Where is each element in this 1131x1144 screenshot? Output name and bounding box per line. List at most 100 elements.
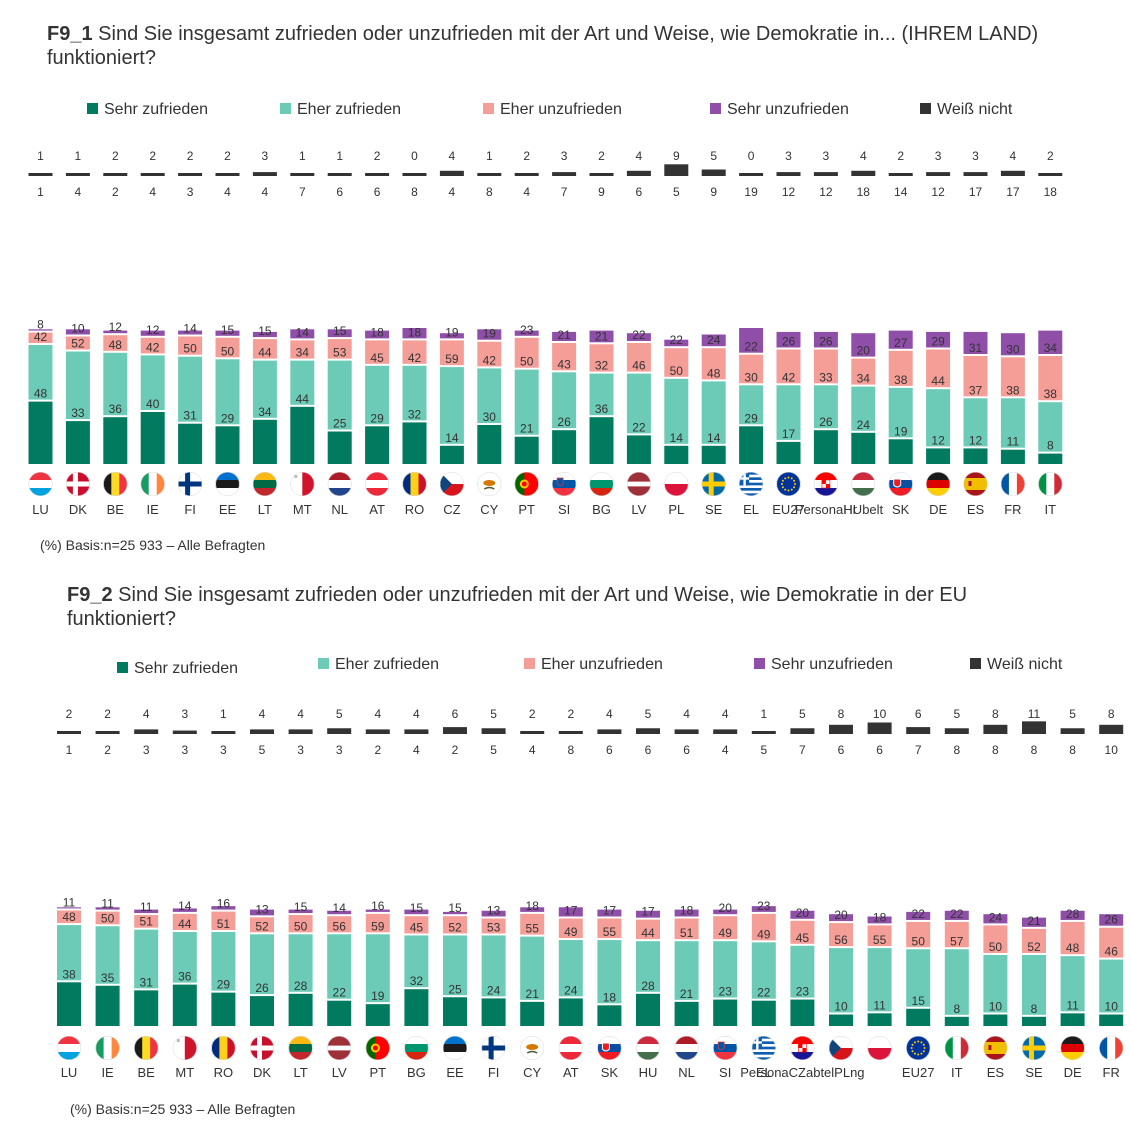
chart2-title: F9_2 Sind Sie insgesamt zufrieden oder u…	[67, 583, 1007, 631]
value-label-eher-unzufrieden: 22	[950, 907, 964, 921]
bar-ee: 29 50 15 4 2	[215, 149, 240, 464]
value-label-eher-unzufrieden: 18	[680, 904, 694, 918]
value-label-weiss-nicht: 8	[1108, 707, 1115, 721]
flag-outline	[327, 472, 352, 496]
value-label-sehr-unzufrieden: 6	[336, 185, 343, 199]
bar-segment-sehr-unzufrieden	[65, 329, 90, 335]
bar-segment-eher-unzufrieden	[790, 920, 815, 944]
category-label: SK	[892, 502, 910, 517]
bar-segment-sehr-unzufrieden	[983, 914, 1008, 924]
bar-fr: 10 46 26 10 8	[1099, 707, 1124, 1026]
bar-segment-eher-unzufrieden	[776, 349, 801, 384]
bar-segment-eher-zufrieden	[636, 941, 660, 992]
nl-flag-icon	[674, 1036, 699, 1060]
value-label-eher-zufrieden: 51	[140, 915, 154, 929]
se-flag-icon	[701, 472, 726, 496]
category-label: IE	[101, 1065, 114, 1080]
category-label: HUbelt	[843, 502, 883, 517]
legend-swatch-eher-unzufrieden	[483, 103, 494, 114]
bar-segment-sehr-unzufrieden	[589, 330, 614, 343]
bar-segment-sehr-unzufrieden	[95, 907, 120, 910]
value-label-weiss-nicht: 4	[606, 707, 613, 721]
value-label-sehr-zufrieden: 10	[1105, 1000, 1119, 1014]
bar-segment-sehr-zufrieden	[172, 984, 197, 1026]
flag-outline	[776, 472, 801, 496]
flag-outline	[906, 1036, 931, 1060]
value-label-sehr-zufrieden: 22	[632, 420, 646, 434]
de-flag-icon	[1060, 1036, 1085, 1060]
category-label: SI	[719, 1065, 731, 1080]
value-label-eher-zufrieden: 42	[782, 370, 796, 384]
bar-segment-weiss-nicht	[481, 728, 506, 734]
value-label-sehr-unzufrieden: 6	[838, 743, 845, 757]
value-label-weiss-nicht: 5	[336, 707, 343, 721]
bar-segment-eher-zufrieden	[404, 935, 429, 988]
bar-hr: 26 33 26 12 3	[813, 149, 838, 464]
flag-outline	[626, 472, 651, 496]
value-label-sehr-zufrieden: 10	[989, 1000, 1003, 1014]
bar-segment-sehr-zufrieden	[140, 412, 165, 464]
bar-segment-sehr-zufrieden	[65, 421, 90, 464]
category-label: DK	[69, 502, 87, 517]
bar-segment-eher-zufrieden	[790, 945, 815, 998]
value-label-sehr-unzufrieden: 18	[1044, 185, 1058, 199]
legend-swatch-eher-zufrieden	[280, 103, 291, 114]
category-label: SI	[558, 502, 570, 517]
bar-segment-sehr-unzufrieden	[250, 909, 274, 916]
bar-segment-sehr-zufrieden	[963, 448, 988, 464]
flag-outline	[477, 472, 502, 496]
category-label: EE	[446, 1065, 464, 1080]
category-label: IT	[951, 1065, 963, 1080]
bar-segment-weiss-nicht	[211, 731, 236, 734]
bar-segment-sehr-zufrieden	[134, 990, 159, 1026]
bar-segment-eher-zufrieden	[28, 345, 53, 400]
value-label-eher-unzufrieden: 27	[894, 336, 908, 350]
bar-el: 22 49 23 5 1	[751, 707, 776, 1026]
cz-flag-icon	[829, 1036, 853, 1060]
legend-item: Sehr unzufrieden	[754, 656, 893, 674]
bar-segment-weiss-nicht	[776, 172, 801, 176]
bar-segment-weiss-nicht	[739, 173, 764, 176]
value-label-sehr-zufrieden: 14	[707, 431, 721, 445]
bar-segment-weiss-nicht	[443, 727, 467, 734]
bar-segment-weiss-nicht	[963, 172, 988, 176]
bar-segment-sehr-unzufrieden	[963, 331, 988, 354]
legend-label: Eher zufrieden	[335, 656, 440, 673]
bar-segment-sehr-unzufrieden	[215, 330, 240, 336]
fr-flag-icon	[1000, 472, 1025, 496]
flag-outline	[713, 1036, 738, 1060]
value-label-weiss-nicht: 4	[1010, 149, 1017, 163]
bar-segment-sehr-zufrieden	[674, 1001, 699, 1026]
category-label: IE	[147, 502, 160, 517]
bar-segment-weiss-nicht	[365, 729, 390, 734]
flag-outline	[57, 1036, 81, 1060]
value-label-eher-unzufrieden: 18	[526, 899, 540, 913]
fi-flag-icon	[481, 1036, 506, 1060]
value-label-sehr-unzufrieden: 6	[636, 185, 643, 199]
value-label-eher-unzufrieden: 12	[146, 323, 160, 337]
value-label-eher-zufrieden: 50	[989, 940, 1003, 954]
legend-item: Sehr zufrieden	[87, 101, 208, 119]
bar-segment-eher-zufrieden	[520, 936, 545, 1000]
value-label-sehr-unzufrieden: 3	[143, 743, 150, 757]
value-label-eher-zufrieden: 42	[483, 353, 497, 367]
bar-segment-eher-zufrieden	[215, 359, 240, 425]
fi-flag-icon	[178, 472, 203, 496]
bar-segment-eher-unzufrieden	[134, 915, 159, 928]
ee-flag-icon	[443, 1036, 467, 1060]
value-label-sehr-zufrieden: 8	[1031, 1002, 1038, 1016]
value-label-weiss-nicht: 2	[523, 149, 530, 163]
value-label-eher-zufrieden: 50	[294, 919, 308, 933]
bg-flag-icon	[589, 472, 614, 496]
bar-segment-sehr-unzufrieden	[1060, 910, 1085, 920]
bar-segment-eher-zufrieden	[57, 925, 81, 981]
value-label-sehr-unzufrieden: 1	[66, 743, 73, 757]
flag-outline	[404, 1036, 429, 1060]
bar-el: 29 30 22 19 0	[739, 149, 764, 464]
bar-lt: 28 50 15 3 4	[288, 707, 313, 1026]
bar-segment-eher-zufrieden	[944, 949, 969, 1015]
bar-segment-weiss-nicht	[1022, 721, 1046, 734]
bar-lu: 48 428 1 1	[28, 149, 53, 464]
value-label-eher-zufrieden: 50	[670, 364, 684, 378]
value-label-eher-unzufrieden: 29	[931, 335, 945, 349]
